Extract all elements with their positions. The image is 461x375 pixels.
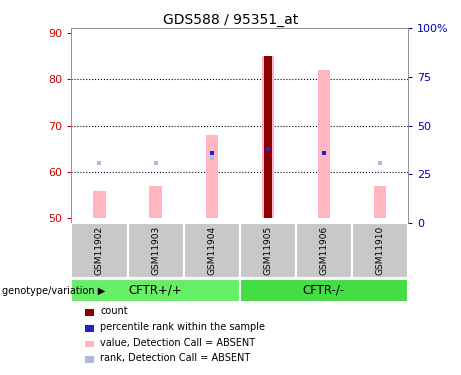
Bar bbox=[240, 279, 408, 302]
Point bbox=[320, 150, 327, 156]
Bar bbox=[296, 223, 352, 278]
Bar bbox=[264, 56, 272, 219]
Bar bbox=[71, 223, 128, 278]
Text: GDS588 / 95351_at: GDS588 / 95351_at bbox=[163, 13, 298, 27]
Text: rank, Detection Call = ABSENT: rank, Detection Call = ABSENT bbox=[100, 354, 251, 363]
Bar bbox=[149, 186, 162, 219]
Bar bbox=[128, 223, 183, 278]
Bar bbox=[318, 70, 330, 219]
Text: value, Detection Call = ABSENT: value, Detection Call = ABSENT bbox=[100, 338, 255, 348]
Text: GSM11906: GSM11906 bbox=[319, 226, 328, 275]
Text: GSM11905: GSM11905 bbox=[263, 226, 272, 275]
Text: GSM11910: GSM11910 bbox=[375, 226, 384, 275]
Bar bbox=[206, 135, 218, 219]
Bar bbox=[352, 223, 408, 278]
Point bbox=[376, 160, 384, 166]
Text: GSM11902: GSM11902 bbox=[95, 226, 104, 275]
Text: GSM11904: GSM11904 bbox=[207, 226, 216, 275]
Point bbox=[208, 155, 215, 161]
Bar bbox=[183, 223, 240, 278]
Point bbox=[264, 146, 272, 152]
Point bbox=[96, 160, 103, 166]
Bar bbox=[261, 56, 274, 219]
Text: count: count bbox=[100, 306, 128, 316]
Point bbox=[208, 150, 215, 156]
Text: CFTR+/+: CFTR+/+ bbox=[129, 284, 183, 297]
Bar bbox=[71, 279, 240, 302]
Text: CFTR-/-: CFTR-/- bbox=[303, 284, 345, 297]
Bar bbox=[240, 223, 296, 278]
Text: GSM11903: GSM11903 bbox=[151, 226, 160, 275]
Point bbox=[320, 150, 327, 156]
Point bbox=[152, 160, 160, 166]
Text: genotype/variation ▶: genotype/variation ▶ bbox=[2, 286, 106, 296]
Bar bbox=[374, 186, 386, 219]
Text: percentile rank within the sample: percentile rank within the sample bbox=[100, 322, 266, 332]
Bar bbox=[93, 190, 106, 219]
